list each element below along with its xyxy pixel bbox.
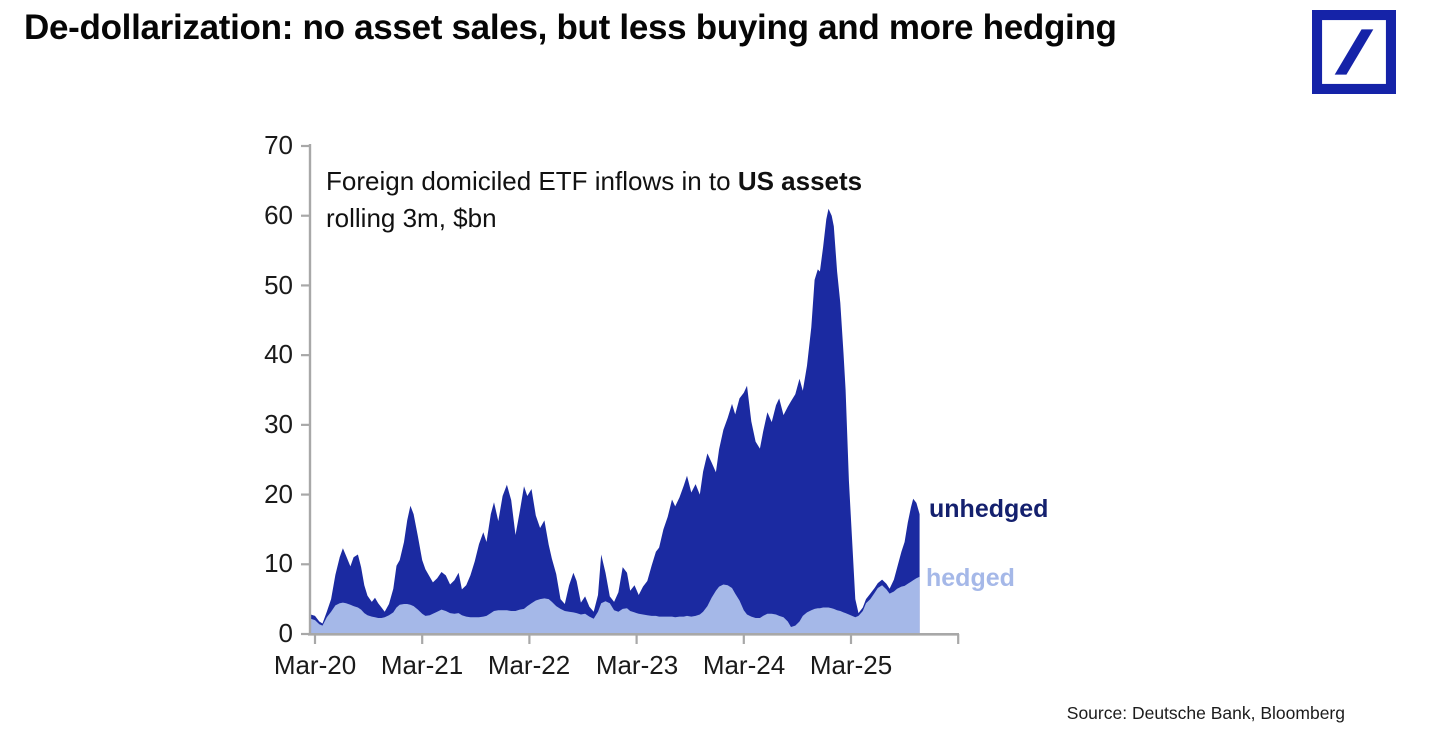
chart-axes <box>301 144 960 644</box>
legend-label-unhedged: unhedged <box>929 495 1049 523</box>
y-axis-tick-label: 40 <box>264 339 293 369</box>
y-axis-tick-label: 70 <box>264 130 293 160</box>
y-axis-tick-label: 0 <box>278 618 293 648</box>
y-axis-tick-label: 10 <box>264 548 293 578</box>
chart-subtitle-line1: Foreign domiciled ETF inflows in to US a… <box>326 163 862 200</box>
legend-label-hedged: hedged <box>926 564 1015 592</box>
y-axis-tick-label: 20 <box>264 479 293 509</box>
x-axis-tick-label: Mar-24 <box>702 650 786 680</box>
x-axis-tick-label: Mar-25 <box>809 650 893 680</box>
chart-subtitle: Foreign domiciled ETF inflows in to US a… <box>326 163 862 237</box>
chart-subtitle-line2: rolling 3m, $bn <box>326 203 497 233</box>
source-attribution: Source: Deutsche Bank, Bloomberg <box>1066 703 1345 723</box>
chart-subtitle-bold: US assets <box>737 166 863 196</box>
y-axis-tick-label: 30 <box>264 409 293 439</box>
x-axis-tick-label: Mar-23 <box>595 650 679 680</box>
y-axis-tick-label: 60 <box>264 200 293 230</box>
deutsche-bank-logo-icon <box>1312 10 1396 94</box>
page-title: De-dollarization: no asset sales, but le… <box>24 8 1117 47</box>
y-axis-tick-label: 50 <box>264 270 293 300</box>
chart-subtitle-regular: Foreign domiciled ETF inflows in to <box>326 166 738 196</box>
logo-slash <box>1334 29 1374 75</box>
hedged-area-series <box>310 576 920 634</box>
unhedged-area-series <box>310 208 920 634</box>
etf-inflows-area-chart <box>301 144 960 644</box>
logo-frame <box>1312 10 1396 94</box>
x-axis-tick-label: Mar-20 <box>273 650 357 680</box>
x-axis-tick-label: Mar-21 <box>380 650 464 680</box>
x-axis-tick-label: Mar-22 <box>487 650 571 680</box>
